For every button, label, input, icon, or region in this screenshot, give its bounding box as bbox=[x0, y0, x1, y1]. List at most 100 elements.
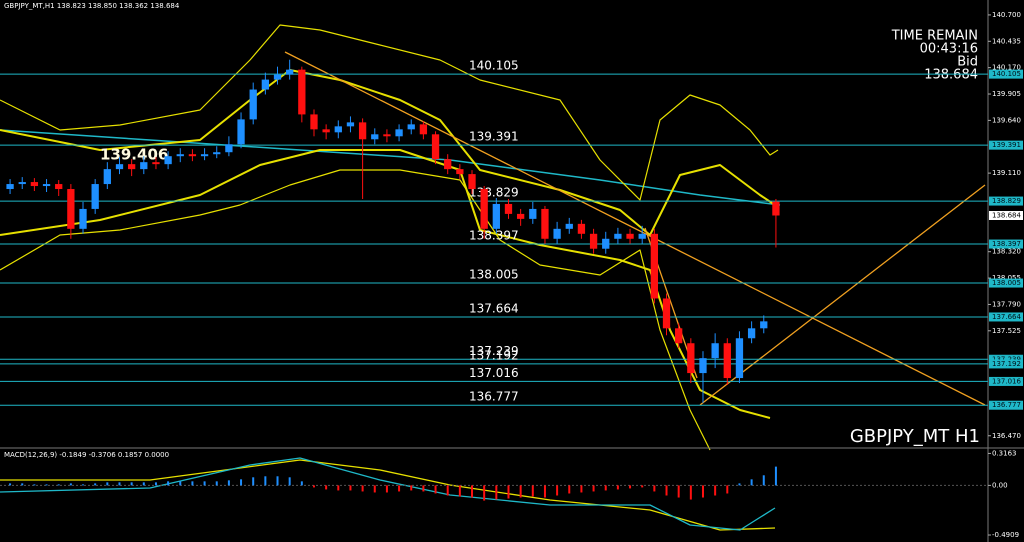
candle-body bbox=[772, 201, 780, 216]
symbol-header: GBPJPY_MT,H1 138.823 138.850 138.362 138… bbox=[4, 2, 180, 10]
candle-body bbox=[42, 184, 51, 187]
candle-body bbox=[371, 134, 379, 140]
level-axis-label: 137.239 bbox=[992, 355, 1021, 363]
bid-label: Bid bbox=[957, 55, 978, 70]
candle-body bbox=[140, 162, 148, 170]
histogram-bar bbox=[410, 485, 413, 491]
histogram-bar bbox=[604, 485, 607, 491]
y-tick-label: 137.525 bbox=[992, 327, 1021, 335]
indicators bbox=[0, 24, 986, 531]
histogram-bar bbox=[689, 485, 692, 500]
timer: 00:43:16 bbox=[920, 42, 978, 57]
histogram-bar bbox=[738, 483, 741, 486]
candle-body bbox=[735, 338, 744, 379]
histogram-bar bbox=[422, 485, 425, 492]
candle-body bbox=[358, 122, 367, 140]
level-label: 136.777 bbox=[469, 390, 519, 404]
candle-body bbox=[55, 184, 63, 190]
histogram-bar bbox=[69, 483, 72, 486]
histogram-bar bbox=[276, 476, 279, 486]
histogram-bar bbox=[714, 485, 717, 496]
level-axis-label: 138.005 bbox=[992, 279, 1021, 287]
histogram-bar bbox=[325, 485, 328, 490]
candle-body bbox=[91, 184, 99, 209]
histogram-bar bbox=[616, 485, 619, 490]
level-axis-box bbox=[989, 354, 1023, 364]
candle-body bbox=[164, 156, 172, 165]
candle-body bbox=[18, 182, 26, 185]
level-label: 140.105 bbox=[469, 59, 519, 73]
band-outer-upper bbox=[0, 24, 779, 201]
histogram-bar bbox=[373, 485, 376, 493]
histogram-bar bbox=[337, 485, 340, 491]
histogram-bar bbox=[252, 477, 255, 486]
level-axis-box bbox=[989, 69, 1023, 79]
level-label: 137.239 bbox=[469, 344, 519, 358]
histogram-bar bbox=[495, 485, 498, 500]
candle-body bbox=[261, 79, 270, 90]
histogram-bar bbox=[82, 484, 85, 486]
candle-body bbox=[322, 129, 330, 133]
bid-axis-label: 138.684 bbox=[992, 211, 1021, 219]
candle-body bbox=[395, 129, 403, 137]
candle-body bbox=[225, 144, 233, 153]
y-tick-label: 139.640 bbox=[992, 116, 1021, 124]
trendline bbox=[699, 184, 986, 406]
candle-body bbox=[723, 343, 731, 379]
candle-body bbox=[334, 126, 342, 133]
candle-body bbox=[529, 208, 537, 219]
candle-body bbox=[565, 223, 573, 229]
histogram-bar bbox=[471, 485, 474, 498]
histogram-bar bbox=[203, 481, 206, 486]
candle-body bbox=[589, 233, 598, 249]
candle-body bbox=[249, 89, 257, 120]
histogram-bar bbox=[385, 485, 388, 493]
candle-body bbox=[516, 213, 525, 219]
level-label: 137.664 bbox=[469, 301, 519, 315]
candle-body bbox=[650, 233, 659, 299]
level-axis-box bbox=[989, 312, 1023, 322]
watermark: GBPJPY_MT H1 bbox=[850, 426, 980, 447]
candle-body bbox=[675, 328, 683, 344]
histogram-bar bbox=[142, 482, 145, 486]
histogram-bar bbox=[774, 466, 777, 486]
candle-body bbox=[553, 228, 561, 239]
histogram-bar bbox=[483, 485, 486, 501]
y-tick-label: -0.4909 bbox=[992, 531, 1019, 539]
histogram-bar bbox=[349, 485, 352, 491]
level-label: 137.192 bbox=[469, 348, 519, 362]
y-tick-label: 138.320 bbox=[992, 248, 1021, 256]
level-axis-box bbox=[989, 140, 1023, 150]
candle-body bbox=[310, 114, 318, 130]
level-axis-label: 137.192 bbox=[992, 360, 1021, 368]
candle-body bbox=[188, 154, 197, 157]
level-axis-box bbox=[989, 278, 1023, 288]
macd-header: MACD(12,26,9) -0.1849 -0.3706 0.1857 0.0… bbox=[4, 451, 169, 459]
y-tick-label: 138.055 bbox=[992, 274, 1021, 282]
histogram-bar bbox=[531, 485, 534, 497]
histogram-bar bbox=[543, 485, 546, 498]
histogram-bar bbox=[653, 485, 656, 492]
candle-body bbox=[468, 174, 476, 190]
candle-body bbox=[419, 124, 428, 135]
level-axis-label: 136.777 bbox=[992, 401, 1021, 409]
candle-body bbox=[687, 343, 695, 374]
candle-body bbox=[480, 189, 488, 229]
candle-body bbox=[200, 154, 209, 157]
candle-body bbox=[662, 298, 671, 329]
level-axis-label: 140.105 bbox=[992, 70, 1021, 78]
level-axis-box bbox=[989, 376, 1023, 386]
price-marker: 139.406 bbox=[100, 146, 168, 164]
band-outer-lower bbox=[0, 169, 711, 451]
histogram-bar bbox=[240, 479, 243, 486]
histogram-bar bbox=[519, 485, 522, 498]
candle-body bbox=[626, 233, 634, 239]
level-axis-box bbox=[989, 239, 1023, 249]
histogram-bar bbox=[45, 484, 48, 486]
candle-body bbox=[383, 134, 391, 137]
candle-body bbox=[492, 203, 500, 229]
candle-body bbox=[152, 162, 160, 165]
bid-value: 138.684 bbox=[924, 68, 978, 83]
